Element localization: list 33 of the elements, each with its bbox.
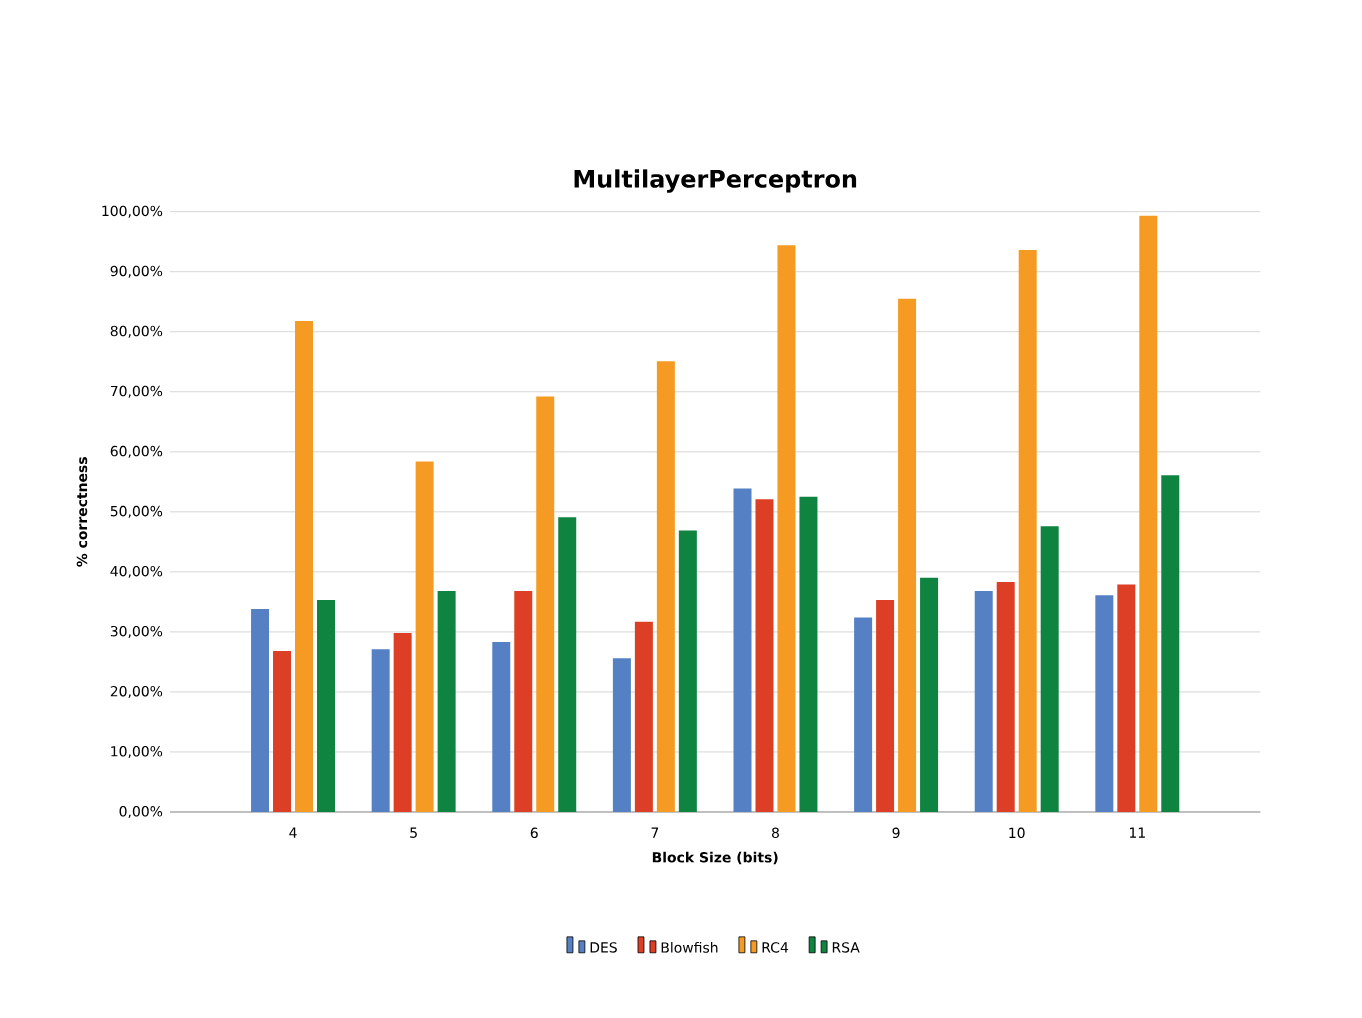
- bar: [437, 591, 456, 812]
- bar: [898, 298, 917, 812]
- bar: [1018, 250, 1037, 812]
- bar: [854, 617, 873, 812]
- bar: [1095, 595, 1114, 812]
- bar: [415, 461, 434, 812]
- bar: [777, 245, 796, 812]
- bar: [251, 609, 270, 812]
- bar: [317, 600, 336, 812]
- bar: [371, 649, 390, 812]
- bar: [755, 499, 774, 812]
- bar: [492, 642, 511, 812]
- bar: [733, 488, 752, 812]
- bar: [974, 591, 993, 812]
- bar: [612, 658, 631, 812]
- bar: [393, 633, 412, 812]
- bar: [656, 361, 675, 812]
- bar: [1161, 475, 1180, 812]
- bar: [1139, 215, 1158, 812]
- chart-title: MultilayerPerceptron: [574, 169, 857, 193]
- bar: [1040, 526, 1059, 812]
- bar: [920, 577, 939, 812]
- bar: [1117, 584, 1136, 812]
- bar: [799, 496, 818, 812]
- bar: [634, 621, 653, 812]
- bar: [295, 320, 314, 812]
- bar: [876, 600, 895, 812]
- bar: [996, 582, 1015, 812]
- bar: [536, 396, 555, 812]
- bar: [514, 591, 533, 812]
- bar: [558, 517, 577, 812]
- bar: [678, 530, 697, 812]
- bar: [273, 651, 292, 812]
